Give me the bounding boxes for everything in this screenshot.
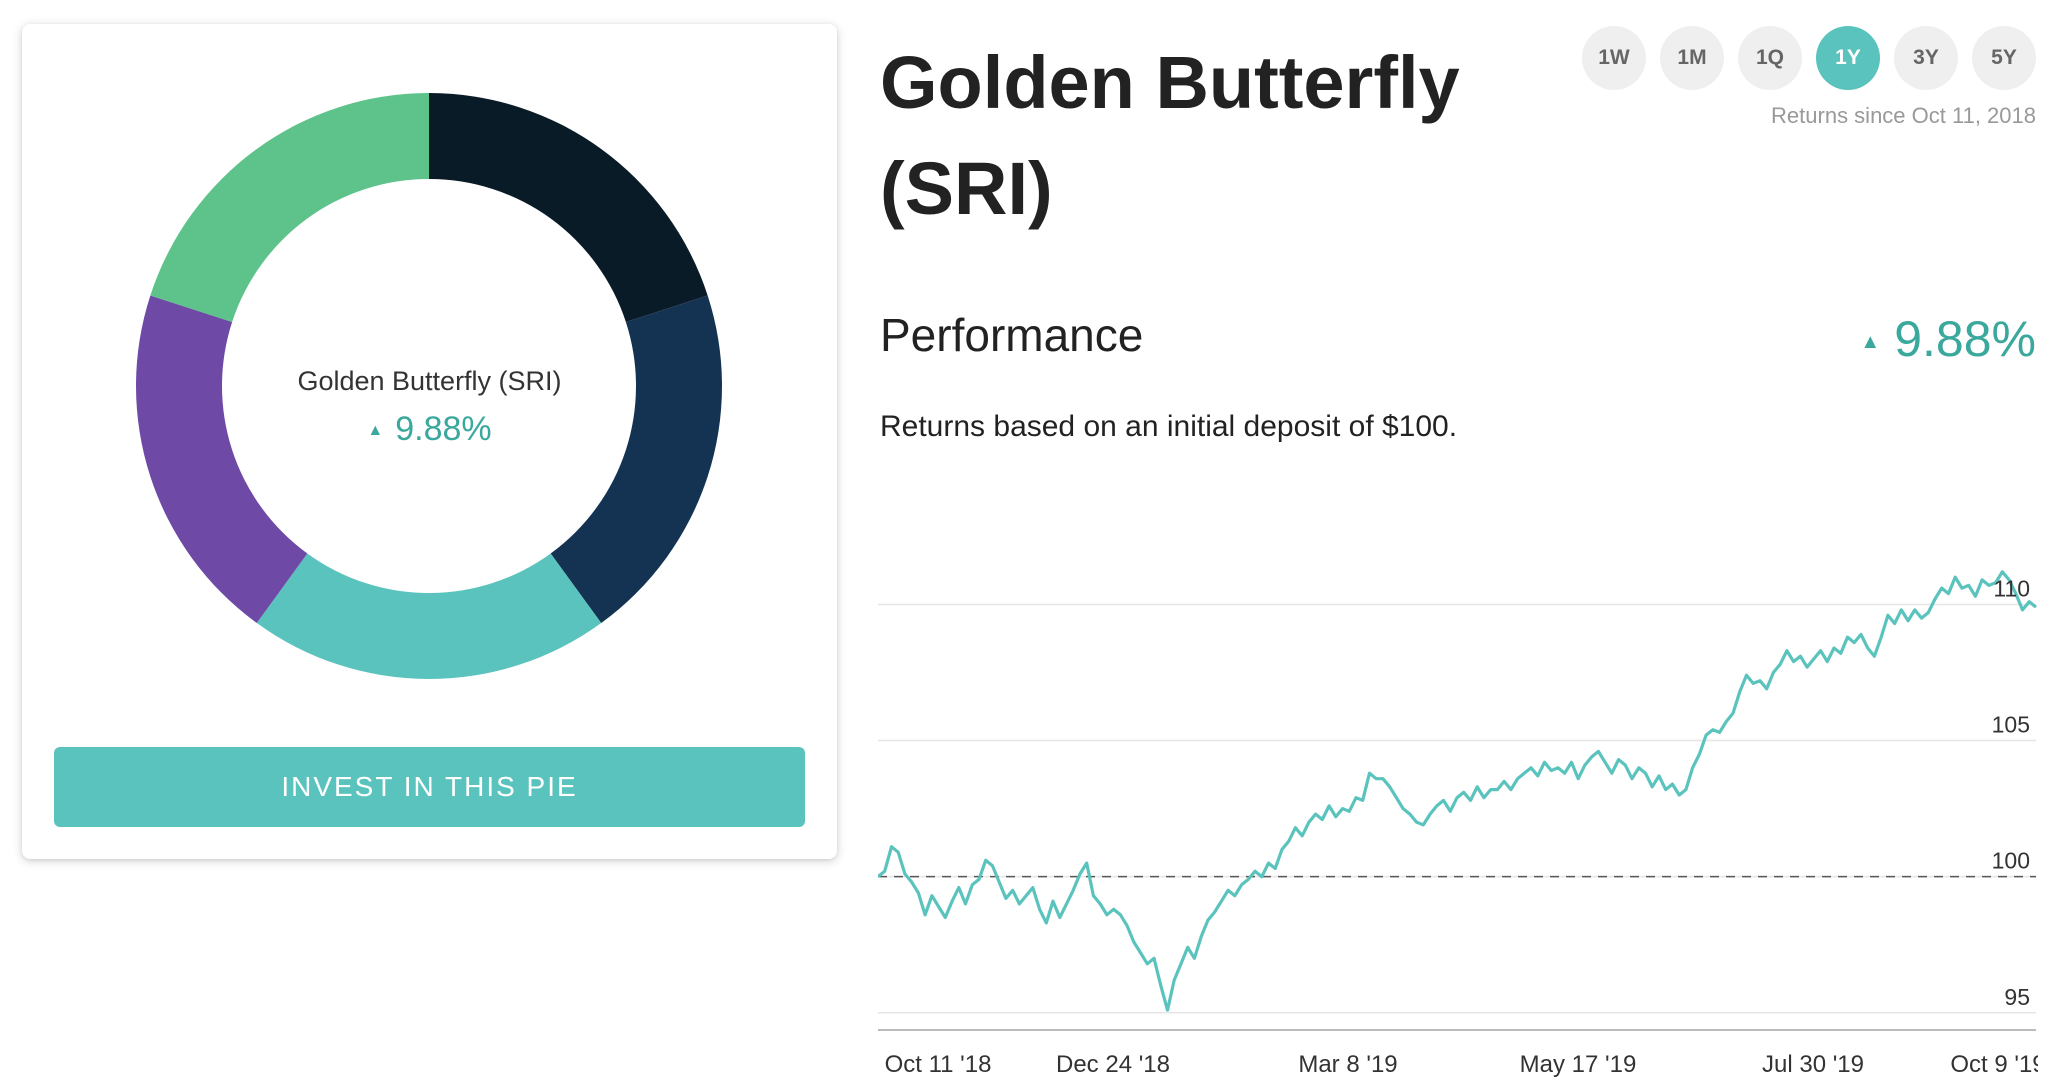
x-tick-label-4: Jul 30 '19 xyxy=(1762,1051,1864,1078)
period-5y-button[interactable]: 5Y xyxy=(1972,26,2036,90)
x-tick-label-3: May 17 '19 xyxy=(1520,1051,1637,1078)
up-arrow-icon: ▲ xyxy=(1860,331,1881,354)
period-selector: 1W 1M 1Q 1Y 3Y 5Y xyxy=(1582,26,2036,90)
pie-return-value: 9.88% xyxy=(395,410,492,448)
performance-series-line[interactable] xyxy=(878,570,2038,1012)
performance-subtitle: Returns based on an initial deposit of $… xyxy=(880,410,1458,443)
x-tick-label-2: Mar 8 '19 xyxy=(1298,1051,1397,1078)
y-tick-label-105: 105 xyxy=(1992,712,2030,738)
allocation-donut-chart xyxy=(136,93,722,679)
returns-since-label: Returns since Oct 11, 2018 xyxy=(1771,103,2036,128)
up-arrow-icon: ▲ xyxy=(367,422,384,440)
period-1q-button[interactable]: 1Q xyxy=(1738,26,1802,90)
x-tick-label-1: Dec 24 '18 xyxy=(1056,1051,1170,1078)
y-tick-label-110: 110 xyxy=(1993,575,2030,601)
performance-return: ▲ 9.88% xyxy=(1860,310,2036,368)
page-title: Golden Butterfly (SRI) xyxy=(880,41,1460,230)
pie-card: Golden Butterfly (SRI) ▲ 9.88% INVEST IN … xyxy=(22,24,837,859)
donut-slice-0[interactable] xyxy=(429,93,708,323)
performance-return-value: 9.88% xyxy=(1894,311,2036,367)
pie-center-title: Golden Butterfly (SRI) xyxy=(297,366,562,396)
period-1w-button[interactable]: 1W xyxy=(1582,26,1646,90)
period-3y-button[interactable]: 3Y xyxy=(1894,26,1958,90)
performance-heading: Performance xyxy=(880,309,1144,361)
donut-slice-3[interactable] xyxy=(136,295,308,624)
period-1y-button[interactable]: 1Y xyxy=(1816,26,1880,90)
x-tick-label-0: Oct 11 '18 xyxy=(885,1051,992,1078)
donut-slice-2[interactable] xyxy=(256,553,602,679)
pie-center-return: ▲ 9.88% xyxy=(22,410,837,449)
invest-button[interactable]: INVEST IN THIS PIE xyxy=(54,747,805,827)
y-tick-label-95: 95 xyxy=(2004,984,2030,1010)
donut-slice-4[interactable] xyxy=(150,93,429,323)
performance-line-chart: 95 100 105 110 Oct 11 '18 Dec 24 '18 Mar 8 '19… xyxy=(878,570,2038,1078)
y-tick-label-100: 100 xyxy=(1992,848,2030,874)
period-1m-button[interactable]: 1M xyxy=(1660,26,1724,90)
donut-slice-1[interactable] xyxy=(550,295,722,624)
x-tick-label-5: Oct 9 '19 xyxy=(1950,1051,2038,1078)
